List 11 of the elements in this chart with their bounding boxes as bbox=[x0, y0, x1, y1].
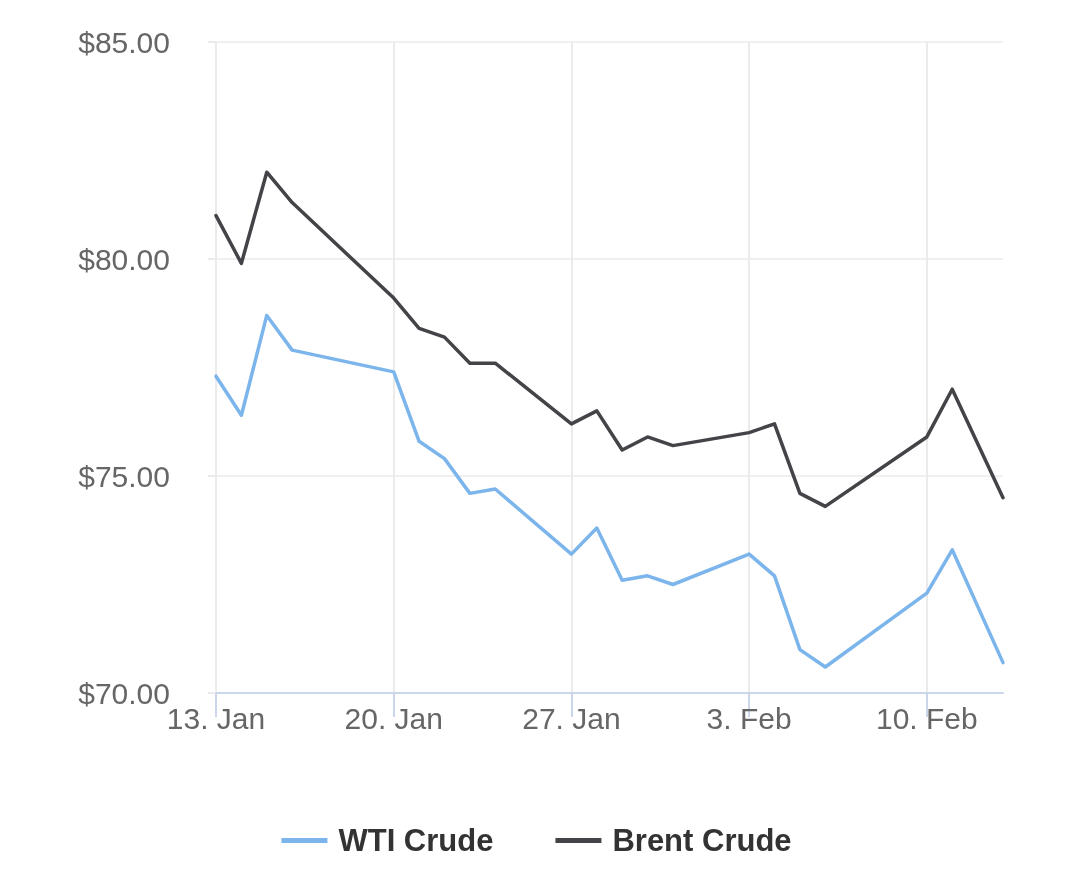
y-tick-label: $80.00 bbox=[78, 242, 170, 276]
legend-label: Brent Crude bbox=[612, 823, 792, 858]
x-tick-label: 10. Feb bbox=[875, 701, 978, 735]
y-tick-label: $75.00 bbox=[78, 459, 170, 493]
y-tick-label: $85.00 bbox=[78, 25, 170, 59]
legend-label: WTI Crude bbox=[338, 823, 494, 858]
x-tick-label: 20. Jan bbox=[344, 701, 443, 735]
x-tick-label: 27. Jan bbox=[522, 701, 621, 735]
line-series bbox=[214, 313, 1005, 669]
line-series bbox=[214, 170, 1005, 509]
x-tick-label: 3. Feb bbox=[706, 701, 792, 735]
